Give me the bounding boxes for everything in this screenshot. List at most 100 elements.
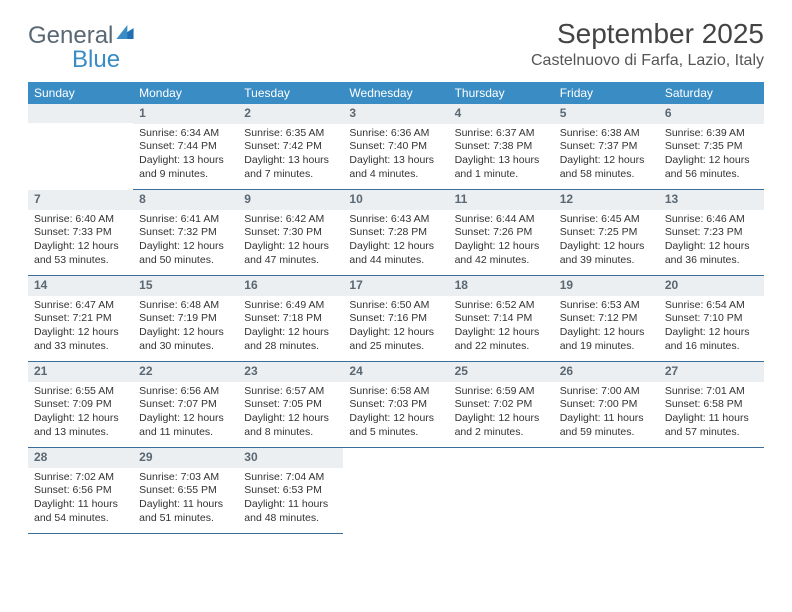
dow-sun: Sunday [28,82,133,104]
daylight-text: Daylight: 12 hours and 44 minutes. [349,240,442,267]
calendar-cell: 8Sunrise: 6:41 AMSunset: 7:32 PMDaylight… [133,190,238,276]
day-number: 1 [133,104,238,124]
day-number: 17 [343,276,448,296]
sunrise-text: Sunrise: 6:50 AM [349,299,442,313]
day-header-row: Sunday Monday Tuesday Wednesday Thursday… [28,82,764,104]
sunrise-text: Sunrise: 6:36 AM [349,127,442,141]
daylight-text: Daylight: 11 hours and 48 minutes. [244,498,337,525]
calendar-cell: 20Sunrise: 6:54 AMSunset: 7:10 PMDayligh… [659,276,764,362]
sunrise-text: Sunrise: 6:52 AM [455,299,548,313]
dow-thu: Thursday [449,82,554,104]
daylight-text: Daylight: 13 hours and 4 minutes. [349,154,442,181]
sunrise-text: Sunrise: 6:37 AM [455,127,548,141]
title-block: September 2025 Castelnuovo di Farfa, Laz… [531,18,764,70]
sunset-text: Sunset: 7:09 PM [34,398,127,412]
sunrise-text: Sunrise: 6:43 AM [349,213,442,227]
calendar-cell: 29Sunrise: 7:03 AMSunset: 6:55 PMDayligh… [133,448,238,534]
sunrise-text: Sunrise: 6:55 AM [34,385,127,399]
daylight-text: Daylight: 12 hours and 42 minutes. [455,240,548,267]
sunrise-text: Sunrise: 6:54 AM [665,299,758,313]
weeks-container: 1Sunrise: 6:34 AMSunset: 7:44 PMDaylight… [28,104,764,534]
sunset-text: Sunset: 6:56 PM [34,484,127,498]
day-number: 30 [238,448,343,468]
sunrise-text: Sunrise: 6:44 AM [455,213,548,227]
sunset-text: Sunset: 7:02 PM [455,398,548,412]
sunrise-text: Sunrise: 6:49 AM [244,299,337,313]
calendar-cell: 3Sunrise: 6:36 AMSunset: 7:40 PMDaylight… [343,104,448,190]
day-number: 21 [28,362,133,382]
calendar-cell: 21Sunrise: 6:55 AMSunset: 7:09 PMDayligh… [28,362,133,448]
calendar-cell: 6Sunrise: 6:39 AMSunset: 7:35 PMDaylight… [659,104,764,190]
calendar-cell: 16Sunrise: 6:49 AMSunset: 7:18 PMDayligh… [238,276,343,362]
daylight-text: Daylight: 12 hours and 56 minutes. [665,154,758,181]
calendar-cell: 25 Sunrise: 6:59 AMSunset: 7:02 PMDayligh… [449,362,554,448]
sunset-text: Sunset: 7:26 PM [455,226,548,240]
sunset-text: Sunset: 7:40 PM [349,140,442,154]
logo-text-blue: Blue [72,46,120,74]
sunrise-text: Sunrise: 6:59 AM [455,385,548,399]
sunrise-text: Sunrise: 7:04 AM [244,471,337,485]
daylight-text: Daylight: 12 hours and 39 minutes. [560,240,653,267]
logo: GeneralBlue [28,18,135,74]
calendar-cell: 22Sunrise: 6:56 AMSunset: 7:07 PMDayligh… [133,362,238,448]
day-number: 10 [343,190,448,210]
day-number [28,104,133,123]
calendar-cell: 4Sunrise: 6:37 AMSunset: 7:38 PMDaylight… [449,104,554,190]
daylight-text: Daylight: 12 hours and 2 minutes. [455,412,548,439]
day-number: 12 [554,190,659,210]
sunset-text: Sunset: 7:03 PM [349,398,442,412]
day-number: 6 [659,104,764,124]
day-number: 19 [554,276,659,296]
dow-fri: Friday [554,82,659,104]
day-number: 2 [238,104,343,124]
calendar-cell: 1Sunrise: 6:34 AMSunset: 7:44 PMDaylight… [133,104,238,190]
calendar-cell: 24Sunrise: 6:58 AMSunset: 7:03 PMDayligh… [343,362,448,448]
sunrise-text: Sunrise: 6:41 AM [139,213,232,227]
calendar-cell: 11Sunrise: 6:44 AMSunset: 7:26 PMDayligh… [449,190,554,276]
day-number: 5 [554,104,659,124]
day-number: 18 [449,276,554,296]
daylight-text: Daylight: 12 hours and 28 minutes. [244,326,337,353]
sunset-text: Sunset: 7:37 PM [560,140,653,154]
sunset-text: Sunset: 7:23 PM [665,226,758,240]
sunset-text: Sunset: 7:38 PM [455,140,548,154]
daylight-text: Daylight: 11 hours and 59 minutes. [560,412,653,439]
dow-tue: Tuesday [238,82,343,104]
day-number [554,448,659,467]
day-number: 28 [28,448,133,468]
calendar-cell [28,104,133,190]
dow-sat: Saturday [659,82,764,104]
day-number: 22 [133,362,238,382]
daylight-text: Daylight: 12 hours and 33 minutes. [34,326,127,353]
calendar-cell: 9Sunrise: 6:42 AMSunset: 7:30 PMDaylight… [238,190,343,276]
sunrise-text: Sunrise: 6:40 AM [34,213,127,227]
week-row: 28Sunrise: 7:02 AMSunset: 6:56 PMDayligh… [28,448,764,534]
day-number [449,448,554,467]
day-number: 27 [659,362,764,382]
calendar-cell: 30 Sunrise: 7:04 AMSunset: 6:53 PMDayligh… [238,448,343,534]
sunset-text: Sunset: 6:53 PM [244,484,337,498]
sunrise-text: Sunrise: 6:57 AM [244,385,337,399]
calendar-cell: 28Sunrise: 7:02 AMSunset: 6:56 PMDayligh… [28,448,133,534]
sunset-text: Sunset: 7:19 PM [139,312,232,326]
calendar-cell: 2Sunrise: 6:35 AMSunset: 7:42 PMDaylight… [238,104,343,190]
sunrise-text: Sunrise: 6:38 AM [560,127,653,141]
sunrise-text: Sunrise: 7:01 AM [665,385,758,399]
header: GeneralBlue September 2025 Castelnuovo d… [0,0,792,82]
day-number: 24 [343,362,448,382]
month-title: September 2025 [531,18,764,50]
daylight-text: Daylight: 12 hours and 58 minutes. [560,154,653,181]
daylight-text: Daylight: 12 hours and 22 minutes. [455,326,548,353]
calendar-cell: 13Sunrise: 6:46 AMSunset: 7:23 PMDayligh… [659,190,764,276]
day-number: 25 [449,362,554,382]
daylight-text: Daylight: 11 hours and 57 minutes. [665,412,758,439]
day-number: 13 [659,190,764,210]
daylight-text: Daylight: 13 hours and 7 minutes. [244,154,337,181]
calendar-cell: 15Sunrise: 6:48 AMSunset: 7:19 PMDayligh… [133,276,238,362]
sunset-text: Sunset: 7:16 PM [349,312,442,326]
calendar-cell [449,448,554,534]
day-number: 20 [659,276,764,296]
week-row: 7Sunrise: 6:40 AMSunset: 7:33 PMDaylight… [28,190,764,276]
calendar-cell [343,448,448,534]
sunset-text: Sunset: 7:25 PM [560,226,653,240]
